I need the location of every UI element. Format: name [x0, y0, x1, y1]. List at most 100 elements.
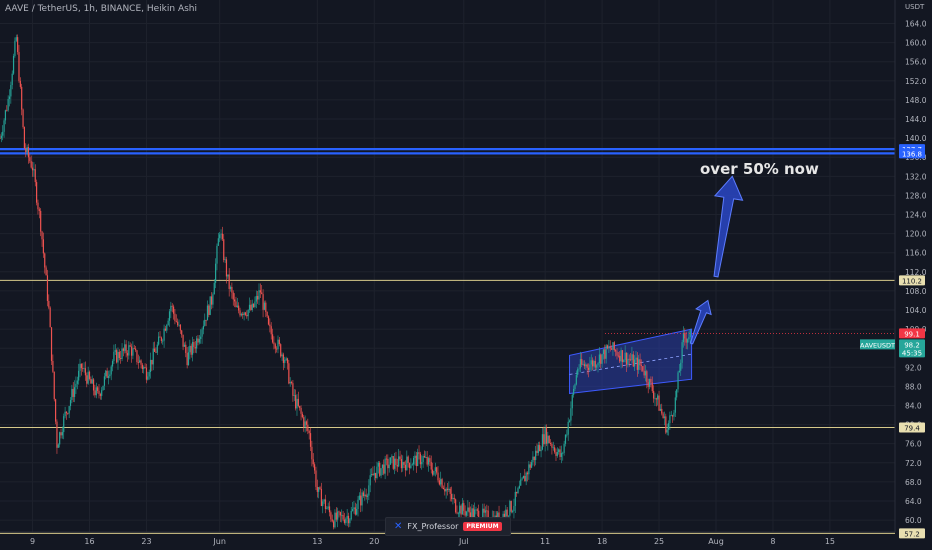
candle-body — [362, 492, 365, 497]
candle-body — [361, 492, 363, 506]
candle-body — [612, 342, 614, 350]
projection-arrow — [713, 175, 744, 278]
candle-body — [97, 387, 99, 391]
candle-body — [323, 499, 325, 502]
candle-body — [229, 286, 232, 289]
candle-body — [117, 351, 119, 363]
candle-body — [400, 459, 402, 469]
candle-body — [318, 487, 320, 492]
author-badge[interactable]: ✕ FX_Professor PREMIUM — [385, 517, 511, 536]
candle-body — [339, 512, 341, 516]
candle-body — [259, 290, 261, 293]
candle-body — [27, 147, 30, 158]
candle-body — [303, 417, 305, 427]
candle-body — [10, 85, 12, 97]
candle-body — [79, 363, 81, 371]
candle-body — [471, 508, 473, 520]
candle-body — [76, 380, 78, 384]
candle-body — [284, 359, 286, 363]
candle-body — [92, 379, 95, 391]
candle-body — [158, 336, 160, 345]
candle-body — [220, 233, 222, 235]
candle-body — [438, 480, 440, 485]
candle-body — [510, 500, 512, 512]
candle-body — [506, 509, 508, 517]
y-tick-label: 152.0 — [905, 77, 927, 86]
candle-body — [105, 370, 107, 377]
x-tick-label: 18 — [597, 537, 607, 546]
candle-body — [87, 371, 89, 384]
candle-body — [587, 367, 590, 370]
price-axis[interactable]: USDT60.064.068.072.076.080.084.088.092.0… — [894, 0, 932, 550]
candle-body — [6, 110, 8, 112]
candle-body — [659, 408, 662, 411]
candle-body — [347, 515, 350, 524]
channel-layer — [569, 328, 693, 395]
candle-body — [365, 494, 367, 497]
candle-body — [562, 452, 564, 454]
candle-body — [0, 138, 1, 139]
candle-body — [680, 362, 682, 371]
candle-body — [554, 447, 556, 453]
candle-body — [677, 372, 679, 390]
candle-body — [322, 501, 324, 506]
candle-body — [469, 512, 472, 520]
candle-body — [257, 296, 259, 300]
y-tick-label: 72.0 — [905, 459, 922, 468]
candle-body — [624, 352, 626, 360]
candle-body — [197, 338, 199, 343]
y-tick-label: 120.0 — [905, 230, 927, 239]
candle-body — [412, 458, 415, 465]
candle-body — [525, 472, 527, 482]
candle-body — [486, 510, 488, 512]
candle-body — [530, 462, 533, 468]
x-tick-label: 8 — [770, 537, 775, 546]
level-tag — [899, 528, 925, 539]
x-tick-label: 15 — [825, 537, 835, 546]
candle-body — [616, 351, 618, 356]
candle-body — [200, 336, 202, 339]
candle-body — [295, 395, 297, 409]
candle-body — [456, 512, 458, 514]
candle-body — [153, 348, 156, 352]
candle-body — [591, 360, 594, 367]
author-icon: ✕ — [394, 521, 403, 532]
y-tick-label: 164.0 — [905, 20, 927, 29]
candle-body — [244, 312, 247, 315]
candle-body — [152, 348, 154, 365]
candle-body — [441, 479, 443, 488]
candle-body — [201, 329, 203, 337]
candle-body — [113, 351, 115, 362]
candle-body — [549, 443, 552, 445]
candle-body — [299, 405, 301, 408]
candle-body — [604, 349, 606, 359]
candle-body — [36, 182, 38, 203]
x-tick-label: 25 — [654, 537, 664, 546]
candle-body — [285, 358, 287, 360]
candle-body — [67, 413, 69, 415]
candle-body — [629, 359, 632, 361]
author-name[interactable]: FX_Professor — [407, 522, 459, 531]
candle-body — [72, 388, 74, 397]
candle-body — [387, 458, 389, 469]
candle-body — [331, 519, 333, 522]
candle-body — [399, 456, 401, 460]
candle-body — [678, 370, 680, 373]
candle-body — [103, 376, 106, 386]
candle-body — [533, 456, 535, 461]
last-price-label: 99.1 — [904, 330, 920, 338]
candle-body — [231, 286, 233, 293]
candle-body — [442, 487, 445, 489]
candle-body — [457, 513, 459, 515]
candle-body — [619, 355, 621, 362]
candle-body — [644, 371, 647, 376]
candle-body — [178, 324, 180, 326]
candle-body — [547, 435, 549, 444]
chart-title: AAVE / TetherUS, 1h, BINANCE, Heikin Ash… — [5, 4, 198, 14]
candle-body — [475, 509, 477, 511]
level-tag — [899, 148, 925, 159]
candle-body — [288, 363, 290, 384]
candle-body — [266, 311, 268, 317]
candle-body — [258, 290, 260, 300]
